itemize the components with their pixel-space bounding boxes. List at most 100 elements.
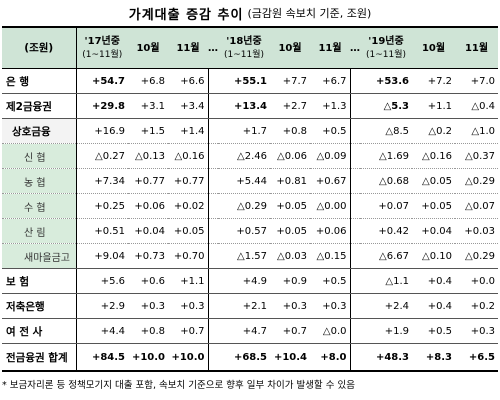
value-cell: +0.05: [412, 193, 455, 219]
value-cell: △1.57: [218, 243, 270, 269]
value-cell: △0.29: [455, 168, 498, 194]
value-cell: △0.15: [310, 243, 351, 269]
header-2017-nov: 11월: [168, 26, 208, 69]
value-cell: △5.3: [360, 93, 412, 119]
value-cell: +0.77: [128, 168, 168, 194]
value-cell: +0.02: [168, 193, 209, 219]
value-cell: +0.51: [76, 218, 128, 244]
value-cell: △2.46: [218, 143, 270, 169]
gap-cell: [207, 293, 218, 319]
value-cell: +0.04: [412, 218, 455, 244]
value-cell: +1.4: [168, 118, 209, 144]
table-row: 농 협 +7.34 +0.77 +0.77 +5.44 +0.81 +0.67 △0.68 △0…: [2, 168, 498, 194]
row-label: 제2금융권: [2, 93, 77, 119]
gap-cell: [207, 243, 218, 269]
value-cell: △0.09: [310, 143, 351, 169]
header-gap-1: …: [208, 26, 218, 69]
value-cell: +6.7: [310, 68, 351, 94]
row-label: 상호금융: [2, 118, 77, 144]
value-cell: +0.4: [412, 293, 455, 319]
value-cell: +0.3: [310, 293, 351, 319]
value-cell: +1.3: [310, 93, 351, 119]
value-cell: +2.4: [360, 293, 412, 319]
table-row: 수 협 +0.25 +0.06 +0.02 △0.29 +0.05 △0.00 +0.07 +0…: [2, 193, 498, 219]
row-label: 신 협: [2, 143, 77, 169]
value-cell: +0.04: [128, 218, 168, 244]
value-cell: +8.0: [310, 343, 351, 372]
header-2019: '19년중 (1~11월): [360, 26, 412, 69]
value-cell: +0.07: [360, 193, 412, 219]
value-cell: +7.2: [412, 68, 455, 94]
value-cell: +0.42: [360, 218, 412, 244]
table-row: 보 험 +5.6 +0.6 +1.1 +4.9 +0.9 +0.5 △1.1 +0.4 +0.0: [2, 268, 498, 294]
value-cell: +16.9: [76, 118, 128, 144]
value-cell: +0.5: [412, 318, 455, 344]
row-label: 은 행: [2, 68, 77, 94]
row-label: 저축은행: [2, 293, 77, 319]
value-cell: +0.8: [270, 118, 310, 144]
value-cell: +0.3: [455, 318, 498, 344]
gap-cell: [207, 143, 218, 169]
value-cell: +84.5: [76, 343, 128, 372]
footnote: * 보금자리론 등 정책모기지 대출 포함, 속보치 기준으로 향후 일부 차이…: [2, 380, 355, 391]
value-cell: +0.25: [76, 193, 128, 219]
value-cell: △0.10: [412, 243, 455, 269]
value-cell: +6.8: [128, 68, 168, 94]
page-title: 가계대출 증감 추이: [128, 7, 244, 23]
value-cell: +0.7: [168, 318, 209, 344]
table-row: 전금융권 합계 +84.5 +10.0 +10.0 +68.5 +10.4 +8.0 +48.…: [2, 343, 498, 372]
gap-cell: [349, 143, 360, 169]
header-2017-oct: 10월: [128, 26, 168, 69]
value-cell: +13.4: [218, 93, 270, 119]
value-cell: +0.0: [455, 268, 498, 294]
value-cell: +8.3: [412, 343, 455, 372]
value-cell: △0.07: [455, 193, 498, 219]
gap-cell: [207, 218, 218, 244]
value-cell: +1.9: [360, 318, 412, 344]
gap-cell: [349, 318, 360, 344]
gap-cell: [207, 168, 218, 194]
value-cell: +0.3: [168, 293, 209, 319]
value-cell: +1.7: [218, 118, 270, 144]
table-row: 저축은행 +2.9 +0.3 +0.3 +2.1 +0.3 +0.3 +2.4 +0.4 +0.2: [2, 293, 498, 319]
row-label: 수 협: [2, 193, 77, 219]
value-cell: +0.06: [128, 193, 168, 219]
gap-cell: [349, 168, 360, 194]
header-row: (조원) '17년중 (1~11월) 10월 11월 … '18년중 (1~11월)…: [2, 26, 498, 69]
value-cell: +10.0: [168, 343, 209, 372]
value-cell: △0.00: [310, 193, 351, 219]
gap-cell: [207, 118, 218, 144]
row-label: 농 협: [2, 168, 77, 194]
header-2018-nov: 11월: [310, 26, 350, 69]
value-cell: △6.67: [360, 243, 412, 269]
value-cell: △0.2: [412, 118, 455, 144]
loan-table: (조원) '17년중 (1~11월) 10월 11월 … '18년중 (1~11월)…: [2, 26, 498, 372]
value-cell: +7.7: [270, 68, 310, 94]
row-label: 산 림: [2, 218, 77, 244]
value-cell: +0.03: [455, 218, 498, 244]
value-cell: +0.73: [128, 243, 168, 269]
value-cell: +0.8: [128, 318, 168, 344]
gap-cell: [349, 93, 360, 119]
value-cell: +53.6: [360, 68, 412, 94]
gap-cell: [207, 93, 218, 119]
value-cell: +3.1: [128, 93, 168, 119]
value-cell: +7.34: [76, 168, 128, 194]
value-cell: △1.69: [360, 143, 412, 169]
value-cell: +0.67: [310, 168, 351, 194]
value-cell: +4.9: [218, 268, 270, 294]
value-cell: +4.7: [218, 318, 270, 344]
value-cell: +68.5: [218, 343, 270, 372]
value-cell: +29.8: [76, 93, 128, 119]
value-cell: △0.06: [270, 143, 310, 169]
value-cell: +10.4: [270, 343, 310, 372]
value-cell: +10.0: [128, 343, 168, 372]
value-cell: +0.05: [168, 218, 209, 244]
value-cell: △0.68: [360, 168, 412, 194]
table-row: 여 전 사 +4.4 +0.8 +0.7 +4.7 +0.7 △0.0 +1.9 +0.5 +0.…: [2, 318, 498, 344]
value-cell: +9.04: [76, 243, 128, 269]
value-cell: △0.4: [455, 93, 498, 119]
value-cell: △0.16: [412, 143, 455, 169]
page-subtitle: (금감원 속보치 기준, 조원): [247, 7, 372, 20]
value-cell: +5.6: [76, 268, 128, 294]
